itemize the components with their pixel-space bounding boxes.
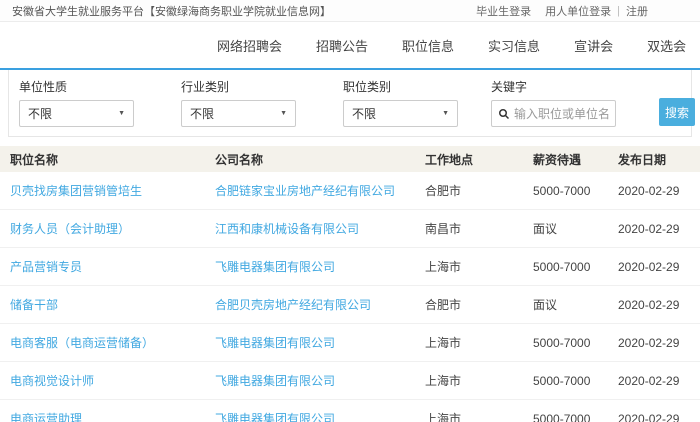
nav-item-internship-info[interactable]: 实习信息 — [488, 38, 541, 54]
date-cell: 2020-02-29 — [618, 259, 680, 274]
city-cell: 合肥市 — [425, 298, 462, 312]
unit-nature-value: 不限 — [28, 107, 53, 121]
position-link[interactable]: 储备干部 — [10, 298, 59, 312]
job-category-select[interactable]: 不限 ▼ — [343, 100, 458, 127]
salary-cell: 5000-7000 — [533, 373, 591, 388]
table-row: 电商运营助理 飞雕电器集团有限公司 上海市 5000-7000 2020-02-… — [0, 400, 700, 422]
keyword-label: 关键字 — [491, 80, 528, 94]
date-cell: 2020-02-29 — [618, 411, 680, 422]
salary-cell: 5000-7000 — [533, 183, 591, 198]
job-category-value: 不限 — [352, 107, 377, 121]
date-cell: 2020-02-29 — [618, 297, 680, 312]
top-utility-bar: 安徽省大学生就业服务平台【安徽绿海商务职业学院就业信息网】 毕业生登录 用人单位… — [0, 0, 700, 22]
company-link[interactable]: 江西和康机械设备有限公司 — [215, 222, 360, 236]
industry-label: 行业类别 — [181, 80, 230, 94]
register-link[interactable]: 注册 — [626, 5, 648, 18]
graduate-login-link[interactable]: 毕业生登录 — [476, 5, 532, 18]
unit-nature-select[interactable]: 不限 ▼ — [19, 100, 134, 127]
salary-cell: 面议 — [533, 222, 558, 236]
city-cell: 上海市 — [425, 412, 462, 422]
nav-item-info-session[interactable]: 宣讲会 — [574, 38, 614, 54]
industry-value: 不限 — [190, 107, 215, 121]
header-salary: 薪资待遇 — [533, 152, 582, 167]
date-cell: 2020-02-29 — [618, 221, 680, 236]
salary-cell: 5000-7000 — [533, 259, 591, 274]
position-link[interactable]: 电商客服（电商运营储备） — [10, 336, 155, 350]
table-row: 财务人员（会计助理） 江西和康机械设备有限公司 南昌市 面议 2020-02-2… — [0, 210, 700, 248]
nav-item-position-info[interactable]: 职位信息 — [402, 38, 455, 54]
company-link[interactable]: 合肥贝壳房地产经纪有限公司 — [215, 298, 372, 312]
accent-divider — [0, 68, 700, 70]
city-cell: 南昌市 — [425, 222, 462, 236]
table-row: 储备干部 合肥贝壳房地产经纪有限公司 合肥市 面议 2020-02-29 — [0, 286, 700, 324]
nav-item-recruit-notice[interactable]: 招聘公告 — [316, 38, 369, 54]
company-link[interactable]: 飞雕电器集团有限公司 — [215, 374, 336, 388]
topbar-links: 毕业生登录 用人单位登录 | 注册 — [476, 3, 648, 19]
position-link[interactable]: 财务人员（会计助理） — [10, 222, 131, 236]
table-header-row: 职位名称 公司名称 工作地点 薪资待遇 发布日期 — [0, 146, 700, 172]
position-link[interactable]: 电商视觉设计师 — [10, 374, 95, 388]
date-cell: 2020-02-29 — [618, 183, 680, 198]
keyword-box — [491, 100, 616, 127]
salary-cell: 5000-7000 — [533, 411, 591, 422]
city-cell: 上海市 — [425, 336, 462, 350]
header-date: 发布日期 — [618, 152, 667, 167]
date-cell: 2020-02-29 — [618, 373, 680, 388]
header-position: 职位名称 — [10, 152, 59, 167]
main-nav: 网络招聘会 招聘公告 职位信息 实习信息 宣讲会 双选会 招聘日历 — [0, 22, 700, 68]
search-icon — [499, 108, 510, 119]
chevron-down-icon: ▼ — [118, 110, 125, 117]
chevron-down-icon: ▼ — [442, 110, 449, 117]
filter-industry: 行业类别 不限 ▼ — [181, 78, 296, 127]
position-link[interactable]: 电商运营助理 — [10, 412, 83, 422]
unit-nature-label: 单位性质 — [19, 80, 68, 94]
nav-item-online-job-fair[interactable]: 网络招聘会 — [217, 38, 283, 54]
filter-job-category: 职位类别 不限 ▼ — [343, 78, 458, 127]
table-row: 贝壳找房集团营销管培生 合肥链家宝业房地产经纪有限公司 合肥市 5000-700… — [0, 172, 700, 210]
company-link[interactable]: 合肥链家宝业房地产经纪有限公司 — [215, 184, 396, 198]
chevron-down-icon: ▼ — [280, 110, 287, 117]
company-link[interactable]: 飞雕电器集团有限公司 — [215, 412, 336, 422]
keyword-input[interactable] — [514, 106, 609, 121]
city-cell: 上海市 — [425, 374, 462, 388]
table-row: 电商客服（电商运营储备） 飞雕电器集团有限公司 上海市 5000-7000 20… — [0, 324, 700, 362]
city-cell: 上海市 — [425, 260, 462, 274]
filter-unit-nature: 单位性质 不限 ▼ — [19, 78, 134, 127]
city-cell: 合肥市 — [425, 184, 462, 198]
table-row: 电商视觉设计师 飞雕电器集团有限公司 上海市 5000-7000 2020-02… — [0, 362, 700, 400]
salary-cell: 面议 — [533, 298, 558, 312]
filter-panel: 单位性质 不限 ▼ 行业类别 不限 ▼ 职位类别 不限 ▼ 关键字 搜索 — [8, 70, 695, 137]
position-link[interactable]: 产品营销专员 — [10, 260, 83, 274]
position-link[interactable]: 贝壳找房集团营销管培生 — [10, 184, 143, 198]
table-row: 产品营销专员 飞雕电器集团有限公司 上海市 5000-7000 2020-02-… — [0, 248, 700, 286]
salary-cell: 5000-7000 — [533, 335, 591, 350]
date-cell: 2020-02-29 — [618, 335, 680, 350]
job-table: 职位名称 公司名称 工作地点 薪资待遇 发布日期 贝壳找房集团营销管培生 合肥链… — [0, 146, 700, 422]
company-link[interactable]: 飞雕电器集团有限公司 — [215, 336, 336, 350]
header-company: 公司名称 — [215, 152, 264, 167]
nav-item-two-way-fair[interactable]: 双选会 — [647, 38, 687, 54]
site-title: 安徽省大学生就业服务平台【安徽绿海商务职业学院就业信息网】 — [12, 5, 331, 18]
industry-select[interactable]: 不限 ▼ — [181, 100, 296, 127]
link-separator: | — [617, 4, 620, 17]
job-category-label: 职位类别 — [343, 80, 392, 94]
header-city: 工作地点 — [425, 152, 474, 167]
company-link[interactable]: 飞雕电器集团有限公司 — [215, 260, 336, 274]
employer-login-link[interactable]: 用人单位登录 — [545, 5, 612, 18]
filter-keyword: 关键字 — [491, 78, 616, 127]
search-button[interactable]: 搜索 — [659, 98, 695, 126]
